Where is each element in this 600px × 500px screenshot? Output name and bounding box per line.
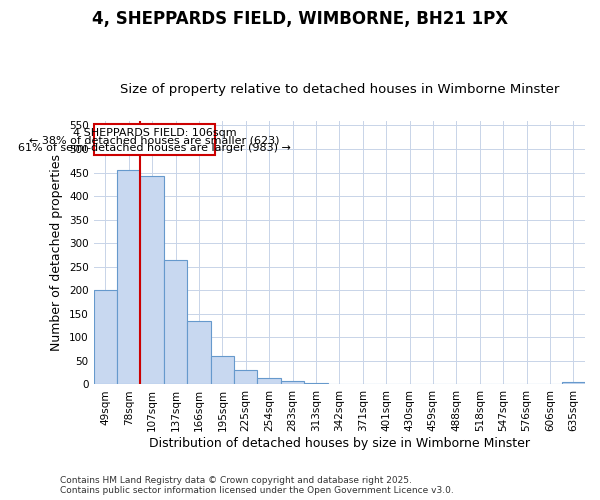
Bar <box>94 290 117 384</box>
Text: 4, SHEPPARDS FIELD, WIMBORNE, BH21 1PX: 4, SHEPPARDS FIELD, WIMBORNE, BH21 1PX <box>92 10 508 28</box>
Text: ← 38% of detached houses are smaller (623): ← 38% of detached houses are smaller (62… <box>29 136 280 146</box>
Bar <box>140 176 164 384</box>
Text: 4 SHEPPARDS FIELD: 106sqm: 4 SHEPPARDS FIELD: 106sqm <box>73 128 236 138</box>
Bar <box>164 260 187 384</box>
Bar <box>304 382 328 384</box>
Bar <box>257 378 281 384</box>
X-axis label: Distribution of detached houses by size in Wimborne Minster: Distribution of detached houses by size … <box>149 437 530 450</box>
Bar <box>234 370 257 384</box>
Bar <box>562 382 585 384</box>
Bar <box>117 170 140 384</box>
Y-axis label: Number of detached properties: Number of detached properties <box>50 154 64 351</box>
Bar <box>281 381 304 384</box>
Bar <box>187 321 211 384</box>
Bar <box>211 356 234 384</box>
Title: Size of property relative to detached houses in Wimborne Minster: Size of property relative to detached ho… <box>119 83 559 96</box>
Text: Contains HM Land Registry data © Crown copyright and database right 2025.
Contai: Contains HM Land Registry data © Crown c… <box>60 476 454 495</box>
FancyBboxPatch shape <box>94 124 215 155</box>
Text: 61% of semi-detached houses are larger (983) →: 61% of semi-detached houses are larger (… <box>18 144 291 154</box>
